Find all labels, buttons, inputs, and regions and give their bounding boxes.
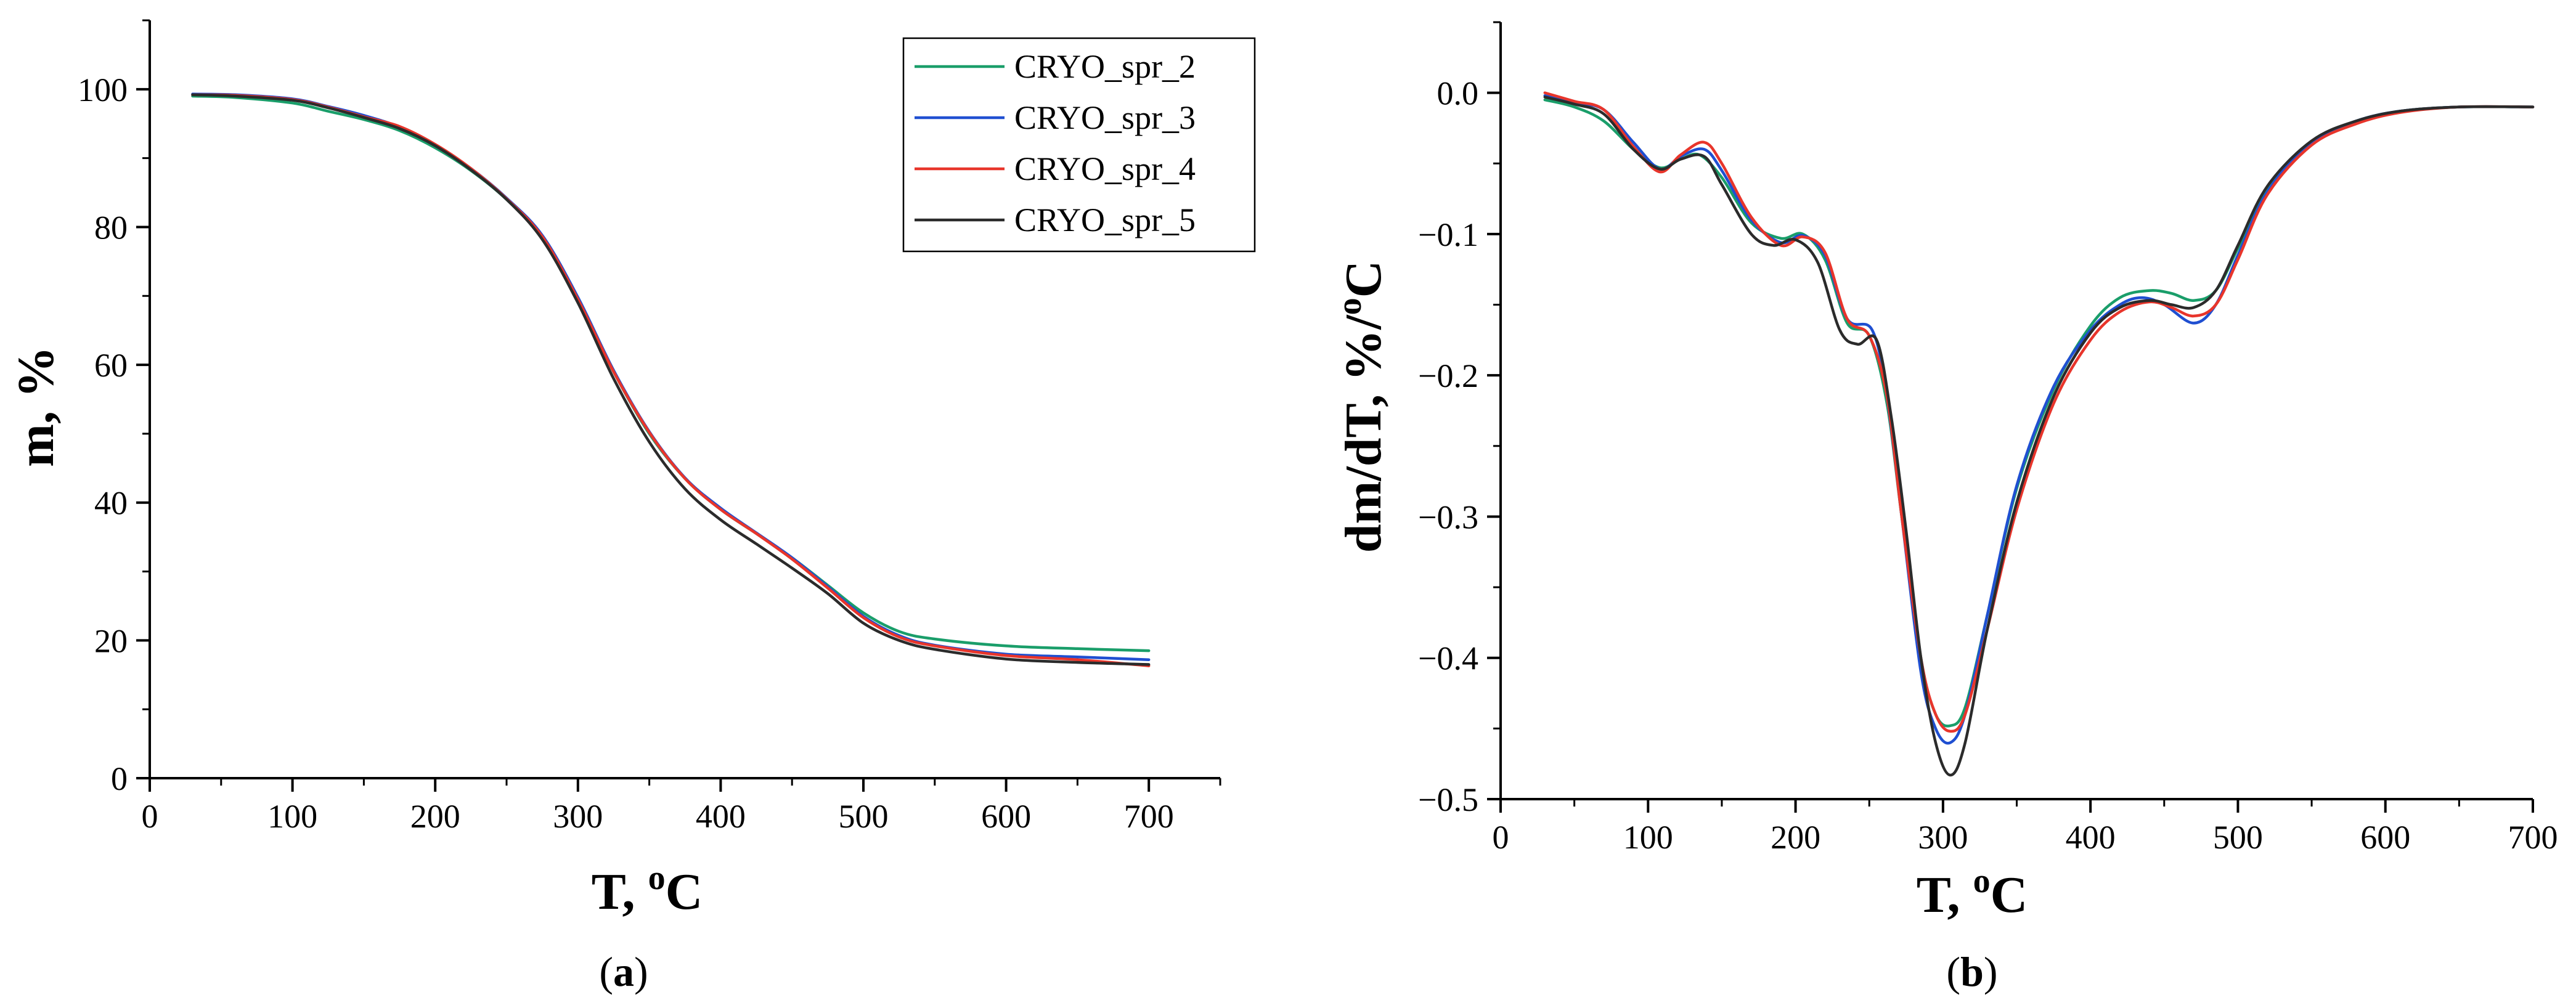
panel-b-x-tick-label: 0 [1493,819,1509,856]
panel-a-plot-area [191,92,1151,667]
chart-panel-b: 0 100 200 300 400 500 600 700 −0.5 −0.4 −0.3 −0.2 −0… [1331,21,2558,995]
panel-a-label: (a) [599,948,648,995]
panel-b-x-tick-label: 600 [2360,819,2410,856]
panel-b-label: (b) [1946,948,1997,995]
panel-b-series-line-cryo-spr-4 [1543,91,2535,733]
panel-b-series-line-cryo-spr-3 [1543,94,2535,745]
panel-a-x-tick-label: 100 [267,798,317,835]
panel-b-x-tick-label: 300 [1918,819,1968,856]
legend-label-cryo-spr-5: CRYO_spr_5 [1014,201,1196,238]
panel-a-y-tick-label: 100 [78,71,128,108]
panel-a-y-axis-title: m, % [7,346,65,467]
panel-a-x-tick-label: 300 [553,798,603,835]
panel-b-plot-area [1543,91,2535,777]
panel-b-y-tick-label: −0.5 [1418,781,1478,818]
panel-a-y-tick-label: 0 [111,760,128,797]
panel-b-x-tick-label: 200 [1771,819,1820,856]
legend-label-cryo-spr-2: CRYO_spr_2 [1014,48,1196,85]
panel-a-axes: 0 100 200 300 400 500 600 700 0 20 40 60 80 100 [78,19,1221,835]
panel-b-x-tick-label: 100 [1623,819,1673,856]
legend-label-cryo-spr-4: CRYO_spr_4 [1014,150,1196,187]
panel-b-axes: 0 100 200 300 400 500 600 700 −0.5 −0.4 −0.3 −0.2 −0… [1418,21,2558,856]
panel-a-x-tick-label: 0 [142,798,158,835]
panel-b-series-line-cryo-spr-2 [1543,98,2535,728]
panel-b-y-tick-label: −0.4 [1418,640,1478,677]
panel-a-legend: CRYO_spr_2 CRYO_spr_3 CRYO_spr_4 CRYO_spr_5 [902,37,1256,253]
panel-b-x-axis-title: T, oC [1917,862,2028,924]
panel-b-series-line-cryo-spr-5 [1543,96,2535,777]
panel-a-x-tick-label: 500 [839,798,889,835]
panel-a-y-tick-label: 40 [94,485,128,522]
panel-b-y-tick-label: −0.2 [1418,357,1478,394]
panel-b-y-tick-label: −0.1 [1418,216,1478,253]
panel-b-x-tick-label: 400 [2066,819,2116,856]
panel-a-x-tick-label: 600 [981,798,1031,835]
panel-a-x-tick-label: 400 [696,798,746,835]
panel-a-x-axis-title: T, oC [592,859,703,921]
panel-b-y-axis-title: dm/dT, %/oC [1331,261,1392,553]
panel-b-x-tick-label: 500 [2213,819,2263,856]
panel-b-x-tick-label: 700 [2508,819,2558,856]
panel-a-y-tick-label: 20 [94,622,128,659]
panel-b-y-tick-label: 0.0 [1437,75,1479,112]
legend-label-cryo-spr-3: CRYO_spr_3 [1014,99,1196,136]
panel-a-x-tick-label: 200 [410,798,460,835]
legend-frame [902,37,1256,253]
panel-a-x-tick-label: 700 [1124,798,1174,835]
panel-a-y-tick-label: 80 [94,209,128,246]
panel-a-y-tick-label: 60 [94,347,128,384]
panel-a-series-line-cryo-spr-5 [191,93,1151,666]
panel-b-y-tick-label: −0.3 [1418,498,1478,535]
